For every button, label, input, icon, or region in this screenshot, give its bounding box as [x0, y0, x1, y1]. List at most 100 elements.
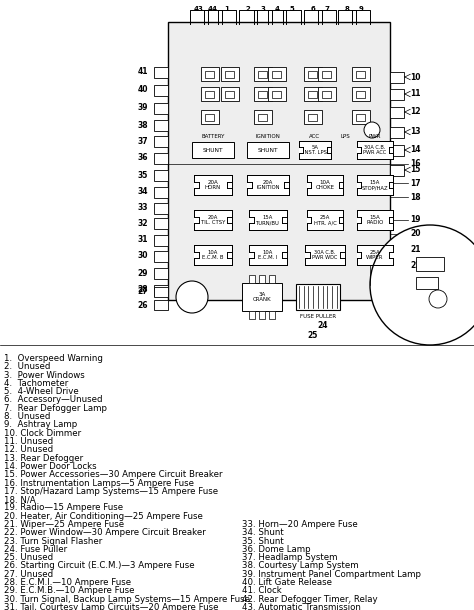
Bar [273, 71, 282, 77]
Bar [304, 67, 322, 81]
Text: 26. Starting Circuit (E.C.M.)—3 Ampere Fuse: 26. Starting Circuit (E.C.M.)—3 Ampere F… [4, 561, 195, 570]
Bar [273, 90, 282, 98]
Text: 20A
TIL. CTSY: 20A TIL. CTSY [201, 215, 225, 225]
Text: 14: 14 [410, 146, 420, 154]
Bar [194, 210, 232, 230]
Circle shape [370, 225, 474, 345]
Bar [357, 182, 361, 188]
Bar [154, 300, 168, 310]
Bar [228, 182, 232, 188]
Bar [221, 87, 239, 101]
Text: 30. Turn Signal, Backup Lamp Systems—15 Ampere Fuse: 30. Turn Signal, Backup Lamp Systems—15 … [4, 595, 250, 604]
Bar [249, 210, 287, 230]
Bar [154, 203, 168, 214]
Text: IGNITION: IGNITION [255, 134, 281, 138]
Bar [228, 252, 232, 258]
Bar [154, 284, 168, 295]
Text: 8: 8 [345, 6, 349, 12]
Bar [284, 182, 289, 188]
Bar [249, 245, 287, 265]
Bar [226, 71, 235, 77]
Text: 31: 31 [137, 235, 148, 245]
Text: 3A
CRANK: 3A CRANK [253, 292, 271, 303]
Bar [357, 147, 361, 152]
Text: 17: 17 [410, 179, 420, 187]
Bar [305, 245, 345, 265]
Bar [390, 145, 404, 156]
Bar [307, 210, 343, 230]
Text: 5.  4-Wheel Drive: 5. 4-Wheel Drive [4, 387, 79, 397]
Text: 13: 13 [410, 127, 420, 137]
Text: 1: 1 [225, 6, 229, 12]
Bar [201, 110, 219, 124]
Text: 9: 9 [358, 6, 364, 12]
Text: 25. Unused: 25. Unused [4, 553, 53, 562]
Bar [269, 311, 275, 319]
Bar [192, 142, 234, 158]
Text: 18: 18 [410, 193, 420, 201]
Text: 21: 21 [410, 245, 420, 254]
Text: 37. Headlamp System: 37. Headlamp System [242, 553, 337, 562]
Bar [154, 187, 168, 198]
Text: 15A
TURN/BU: 15A TURN/BU [256, 215, 280, 225]
Bar [318, 67, 336, 81]
Bar [221, 67, 239, 81]
Bar [254, 110, 272, 124]
Bar [304, 87, 322, 101]
Text: 7: 7 [325, 6, 329, 12]
Bar [154, 268, 168, 279]
Text: 25A
WIPER: 25A WIPER [366, 250, 384, 260]
Bar [154, 152, 168, 163]
Bar [154, 218, 168, 229]
Text: 41: 41 [137, 68, 148, 76]
Circle shape [429, 290, 447, 308]
Text: 22: 22 [410, 260, 420, 270]
Bar [357, 175, 393, 195]
Text: 40: 40 [137, 85, 148, 95]
Bar [322, 90, 331, 98]
Text: 5: 5 [290, 6, 294, 12]
Bar [154, 251, 168, 262]
Text: 40. Lift Gate Release: 40. Lift Gate Release [242, 578, 332, 587]
Text: 30A C.B.
PWR ACC: 30A C.B. PWR ACC [364, 145, 387, 155]
Text: 39. Instrument Panel Compartment Lamp: 39. Instrument Panel Compartment Lamp [242, 570, 421, 579]
Bar [390, 126, 404, 137]
Text: 34. Shunt: 34. Shunt [242, 528, 284, 537]
Text: 24: 24 [318, 321, 328, 331]
Bar [154, 102, 168, 113]
Bar [194, 175, 232, 195]
Bar [318, 87, 336, 101]
Text: 18. N/A: 18. N/A [4, 495, 36, 504]
Text: 11. Unused: 11. Unused [4, 437, 53, 446]
Text: 30A C.B.
PWR WDC: 30A C.B. PWR WDC [312, 250, 337, 260]
Text: 20: 20 [410, 229, 420, 239]
Text: 5A
INST. LPS: 5A INST. LPS [303, 145, 327, 155]
Text: 21. Wiper—25 Ampere Fuse: 21. Wiper—25 Ampere Fuse [4, 520, 124, 529]
Bar [283, 252, 287, 258]
Text: 34: 34 [137, 187, 148, 196]
Bar [309, 71, 318, 77]
Bar [194, 252, 199, 258]
Text: SHUNT: SHUNT [258, 148, 278, 152]
Text: 27. Unused: 27. Unused [4, 570, 53, 579]
Bar [357, 245, 393, 265]
Text: 2.  Unused: 2. Unused [4, 362, 50, 371]
Bar [259, 311, 265, 319]
Text: ACC: ACC [310, 134, 320, 138]
Bar [340, 252, 345, 258]
Text: 25A
HTR. A/C: 25A HTR. A/C [314, 215, 337, 225]
Text: 41. Clock: 41. Clock [242, 586, 282, 595]
Bar [352, 67, 370, 81]
Bar [249, 311, 255, 319]
Bar [154, 85, 168, 96]
Bar [389, 147, 393, 152]
Bar [194, 217, 199, 223]
Bar [357, 210, 393, 230]
Bar [390, 165, 404, 176]
Text: 20A
HORN: 20A HORN [205, 180, 221, 190]
Text: FUSE PULLER: FUSE PULLER [300, 314, 336, 318]
Text: 8.  Unused: 8. Unused [4, 412, 50, 421]
Bar [268, 67, 286, 81]
Bar [254, 87, 272, 101]
Text: 15: 15 [410, 165, 420, 174]
